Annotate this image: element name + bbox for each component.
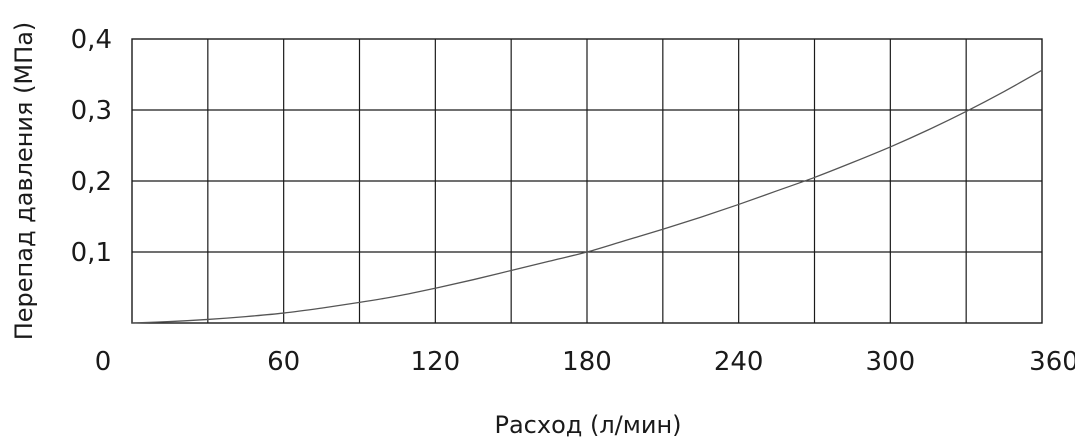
x-tick-label: 180 [562,347,612,377]
y-tick-labels: 0,1 0,2 0,3 0,4 [71,25,112,268]
y-tick-label: 0,3 [71,96,112,126]
x-tick-label: 60 [267,347,300,377]
x-tick-label: 120 [411,347,461,377]
x-tick-labels: 0 60 120 180 240 300 360 [95,347,1075,377]
series-line-pressure-drop [131,69,1043,324]
x-axis-label: Расход (л/мин) [494,411,681,439]
y-axis-label: Перепад давления (МПа) [10,22,38,341]
y-tick-label: 0,2 [71,167,112,197]
y-tick-label: 0,1 [71,238,112,268]
plot-area-frame [131,38,1043,324]
grid [132,39,1042,323]
x-tick-label: 240 [714,347,764,377]
x-tick-label: 360 [1029,347,1075,377]
series-layer [131,69,1043,324]
x-tick-label: 0 [95,347,112,377]
x-tick-label: 300 [866,347,916,377]
y-tick-label: 0,4 [71,25,112,55]
